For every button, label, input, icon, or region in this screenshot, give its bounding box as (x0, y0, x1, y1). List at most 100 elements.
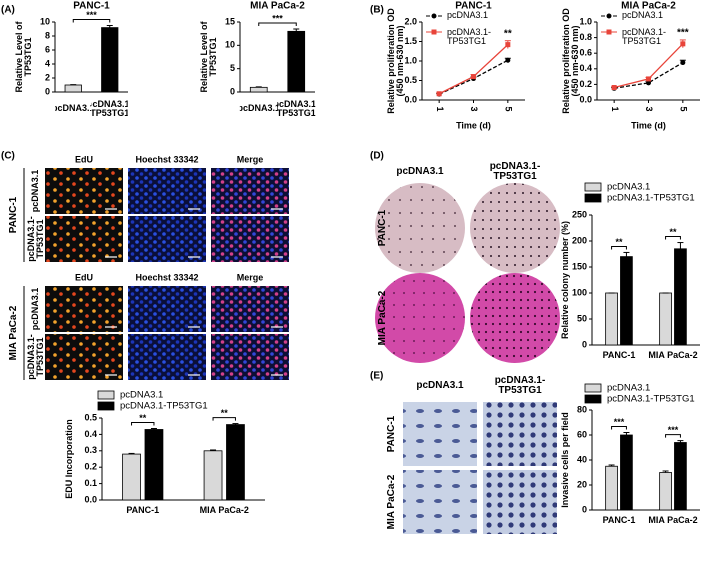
column-header: pcDNA3.1-TP53TG1 (489, 160, 541, 182)
row-label-box: MIA PaCa-2 (385, 474, 397, 530)
x-tick-label: MIA PaCa-2 (199, 505, 249, 516)
significance-bracket (611, 245, 627, 250)
legend-swatch (584, 182, 602, 192)
row-label-group: pcDNA3.1-TP53TG1 (27, 216, 45, 262)
column-header: pcDNA3.1 (396, 165, 444, 177)
row-label: MIA PaCa-2 (385, 474, 397, 530)
row-label-group: PANC-1 (386, 416, 397, 452)
group-label-group: MIA PaCa-2 (7, 305, 19, 361)
y-tick-label: 1.5 (404, 36, 417, 46)
row-label-group: pcDNA3.1 (30, 169, 41, 213)
micrograph (211, 334, 289, 380)
bar (605, 292, 618, 346)
bar (620, 256, 633, 346)
x-tick-label-group: MIA PaCa-2 (648, 350, 698, 361)
panel-label: (D) (370, 151, 384, 162)
x-tick-label: PANC-1 (602, 515, 636, 526)
colony-plate (470, 273, 560, 363)
legend-label-box: pcDNA3.1-TP53TG1 (622, 27, 666, 46)
x-tick-label: 1 (435, 106, 445, 111)
marker (680, 41, 686, 47)
legend-swatch (584, 394, 602, 404)
row-label: pcDNA3.1 (30, 169, 41, 213)
marker (611, 85, 617, 91)
x-tick-label-group: PANC-1 (602, 515, 636, 526)
invasion-image (483, 402, 557, 466)
y-tick-label: 0.4 (579, 63, 592, 73)
significance-label: *** (86, 10, 97, 20)
micrograph (45, 168, 123, 214)
marker (436, 91, 442, 97)
x-tick-label: MIA PaCa-2 (648, 515, 698, 526)
marker (505, 57, 511, 63)
chart-title: MIA PaCa-2 (621, 1, 676, 12)
row-label: MIA PaCa-2 (376, 290, 388, 346)
y-tick-label: 0 (582, 339, 587, 349)
x-tick-label: 1 (610, 106, 620, 111)
invasion-image (403, 470, 477, 534)
row-label-group: MIA PaCa-2 (376, 290, 388, 346)
significance-label: ** (139, 413, 147, 423)
y-axis-label: EDU Incorporation (64, 419, 75, 499)
x-tick-label: PANC-1 (602, 350, 636, 361)
y-tick-label: 0.2 (579, 79, 592, 89)
micrograph (211, 286, 289, 332)
y-tick-label: 0.2 (84, 462, 97, 472)
significance-label: ** (221, 408, 229, 418)
column-header-box: pcDNA3.1-TP53TG1 (494, 374, 546, 396)
column-header-group: pcDNA3.1-TP53TG1 (489, 160, 541, 182)
y-tick-label: 10 (225, 40, 235, 50)
significance-bracket (212, 417, 236, 421)
legend-label-group: pcDNA3.1 (622, 11, 663, 20)
bar (287, 30, 306, 93)
y-tick-label: 2 (45, 72, 50, 82)
y-tick-label: 250 (572, 209, 587, 219)
column-header: Merge (237, 154, 264, 164)
legend-swatch (97, 401, 115, 411)
y-tick-label: 0 (582, 504, 587, 514)
marker (505, 42, 511, 48)
column-header: pcDNA3.1-TP53TG1 (494, 374, 546, 396)
y-axis-label-box: Invasive cells per field (560, 412, 570, 508)
column-header-group: pcDNA3.1 (416, 379, 464, 391)
column-header: Hoechst 33342 (135, 272, 198, 282)
y-tick-label: 0.5 (404, 75, 417, 85)
bar (674, 248, 687, 346)
bar (659, 472, 672, 511)
significance-bracket (131, 421, 155, 426)
x-tick-label-box: pcDNA3.1 (55, 104, 92, 113)
row-label-box: pcDNA3.1 (30, 169, 41, 213)
x-tick-label: MIA PaCa-2 (648, 350, 698, 361)
x-tick-label: 3 (644, 106, 654, 111)
significance-label: ** (504, 28, 512, 39)
bar (659, 292, 672, 346)
column-header: Merge (237, 272, 264, 282)
y-tick-label: 1.0 (579, 16, 592, 26)
x-tick-label-box: pcDNA3.1-TP53TG1 (278, 99, 316, 118)
row-label-box: PANC-1 (377, 210, 388, 246)
legend-label-box: pcDNA3.1 (622, 11, 663, 20)
y-tick-label: 50 (577, 313, 587, 323)
legend-marker (431, 29, 437, 35)
column-header-box: pcDNA3.1 (396, 165, 444, 177)
y-axis-label-box: Relative proliferation OD (450 nm-630 nm… (561, 8, 580, 114)
column-header: Hoechst 33342 (135, 154, 198, 164)
y-axis-label: Relative proliferation OD (450 nm-630 nm… (385, 8, 405, 114)
column-header: pcDNA3.1 (416, 379, 464, 391)
invasion-image (403, 402, 477, 466)
x-axis-label: Time (d) (631, 120, 666, 130)
row-label-box: pcDNA3.1-TP53TG1 (27, 334, 45, 380)
bar (101, 27, 119, 93)
colony-plate (375, 273, 465, 363)
x-tick-label-box: MIA PaCa-2 (199, 505, 249, 516)
panel-label: (C) (1, 151, 15, 162)
series-line (614, 62, 684, 89)
group-label-group: PANC-1 (8, 197, 19, 233)
legend-label: pcDNA3.1-TP53TG1 (447, 26, 492, 46)
group-label: MIA PaCa-2 (7, 305, 19, 361)
legend-swatch (584, 383, 602, 393)
y-axis-label-box: EDU Incorporation (64, 419, 75, 499)
significance-label: ** (615, 237, 623, 247)
row-label: pcDNA3.1-TP53TG1 (27, 334, 45, 380)
column-header-box: pcDNA3.1 (416, 379, 464, 391)
